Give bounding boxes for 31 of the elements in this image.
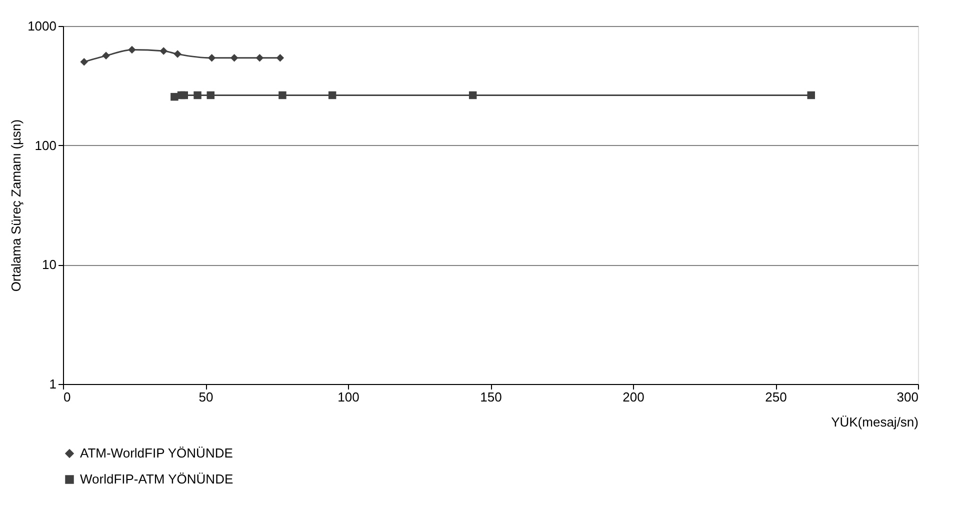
x-axis-title: YÜK(mesaj/sn): [831, 414, 918, 430]
legend-label: ATM-WorldFIP YÖNÜNDE: [80, 446, 234, 460]
y-tick-label: 1000: [28, 18, 56, 34]
point: [256, 54, 264, 62]
y-tick-label: 1: [49, 376, 56, 392]
x-tick-label: 100: [338, 390, 360, 404]
point: [174, 50, 182, 58]
point: [102, 52, 110, 60]
point: [180, 91, 188, 100]
point: [194, 91, 202, 100]
x-tick-label: 200: [622, 390, 644, 404]
legend-label: WorldFIP-ATM YÖNÜNDE: [80, 472, 234, 486]
y-tick-label: 100: [34, 138, 56, 153]
x-tick-label: 50: [198, 390, 214, 404]
point: [278, 91, 286, 100]
point: [80, 58, 88, 66]
point: [160, 47, 168, 55]
point: [328, 91, 336, 100]
x-tick-label: 300: [896, 390, 918, 404]
y-tick-label: 10: [42, 257, 56, 272]
point: [468, 91, 477, 100]
point: [807, 91, 815, 100]
point: [206, 91, 215, 100]
x-tick-label: 0: [64, 390, 71, 404]
point: [230, 54, 238, 62]
point: [276, 54, 284, 62]
point: [128, 46, 136, 54]
x-tick-label: 250: [765, 390, 787, 404]
y-axis-title: Ortalama Süreç Zamanı (µsn): [8, 119, 24, 292]
x-tick-label: 150: [480, 390, 502, 404]
point: [208, 54, 216, 62]
